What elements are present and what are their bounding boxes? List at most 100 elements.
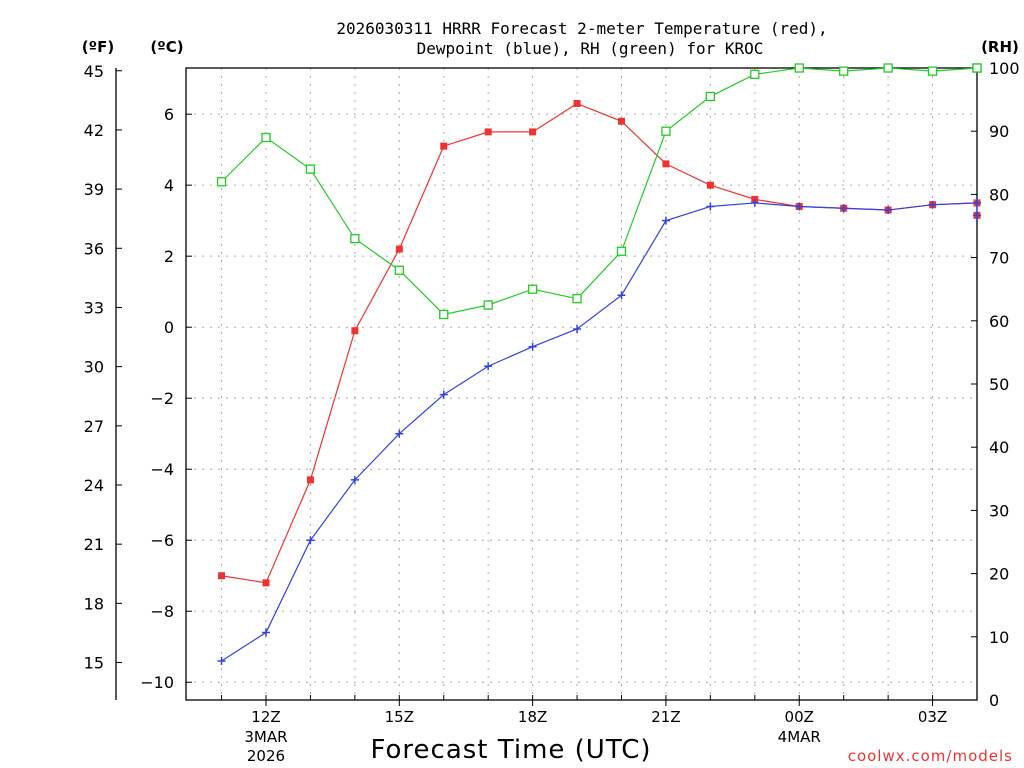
celsius-tick-label: 0 [164, 318, 174, 337]
temperature-point [484, 128, 492, 136]
chart-tick-labels: 1518212427303336394245−10−8−6−4−20246010… [84, 59, 1020, 765]
fahrenheit-tick-label: 36 [84, 239, 104, 258]
rh-tick-label: 0 [989, 691, 999, 710]
rh-tick-label: 90 [989, 122, 1009, 141]
celsius-tick-label: −4 [150, 460, 174, 479]
dewpoint-point [217, 656, 226, 665]
chart-series [216, 63, 982, 665]
dewpoint-point [839, 204, 848, 213]
fahrenheit-tick-label: 24 [84, 476, 104, 495]
rh-point [927, 66, 938, 76]
rh-tick-label: 100 [989, 59, 1020, 78]
rh-tick-label: 30 [989, 501, 1009, 520]
dewpoint-point [261, 628, 270, 637]
dewpoint-point [573, 324, 582, 333]
celsius-tick-label: −6 [150, 531, 174, 550]
dewpoint-point [706, 202, 715, 211]
x-tick-sublabel-date: 4MAR [778, 728, 821, 746]
temperature-point [617, 117, 625, 125]
unit-label-fahrenheit: (ºF) [82, 38, 114, 56]
dewpoint-point [484, 362, 493, 371]
fahrenheit-tick-label: 18 [84, 594, 104, 613]
rh-tick-label: 60 [989, 312, 1009, 331]
rh-point [794, 63, 804, 73]
dewpoint-point [973, 211, 981, 220]
x-axis-label: Forecast Time (UTC) [370, 735, 651, 765]
rh-tick-label: 80 [989, 185, 1009, 204]
celsius-tick-label: −2 [150, 389, 174, 408]
dewpoint-line [221, 202, 978, 662]
rh-tick-label: 50 [989, 375, 1009, 394]
rh-point [883, 63, 893, 73]
unit-label-celsius: (ºC) [150, 38, 183, 56]
rh-point [439, 309, 449, 320]
x-tick-label: 21Z [651, 708, 680, 726]
rh-point [616, 246, 627, 256]
fahrenheit-tick-label: 45 [84, 62, 104, 81]
temperature-point [395, 245, 403, 253]
rh-point [572, 294, 582, 304]
celsius-tick-label: −10 [140, 673, 174, 692]
x-tick-label: 12Z [251, 708, 280, 726]
dewpoint-point [528, 342, 537, 351]
dewpoint-point [350, 475, 359, 484]
rh-point [261, 132, 271, 143]
fahrenheit-tick-label: 15 [84, 654, 104, 673]
celsius-tick-label: −8 [150, 602, 174, 621]
temperature-point [662, 160, 670, 168]
rh-point [216, 177, 227, 187]
temperature-point [351, 327, 359, 335]
dewpoint-point [306, 536, 315, 545]
fahrenheit-tick-label: 39 [84, 180, 104, 199]
dewpoint-point [395, 429, 404, 438]
x-tick-label: 15Z [385, 708, 414, 726]
temperature-point [218, 572, 226, 580]
series-dewpoint [217, 198, 981, 665]
rh-point [705, 91, 716, 102]
rh-point [527, 284, 538, 294]
dewpoint-point [617, 291, 626, 300]
dewpoint-point [750, 198, 759, 207]
temperature-line [221, 102, 978, 584]
celsius-tick-label: 6 [164, 105, 174, 124]
series-rh [216, 63, 982, 320]
x-tick-sublabel-date: 3MAR [244, 728, 287, 746]
rh-point [483, 300, 493, 310]
rh-point [661, 126, 671, 136]
temperature-point [529, 128, 537, 136]
temperature-point [262, 579, 270, 587]
x-tick-label: 18Z [518, 708, 547, 726]
rh-tick-label: 10 [989, 628, 1009, 647]
x-tick-label: 03Z [918, 708, 947, 726]
rh-tick-label: 70 [989, 249, 1009, 268]
dewpoint-point [928, 200, 937, 209]
fahrenheit-tick-label: 21 [84, 535, 104, 554]
x-tick-label: 00Z [785, 708, 814, 726]
series-temperature [218, 100, 981, 587]
temperature-point [306, 476, 314, 484]
rh-point [972, 63, 982, 73]
x-tick-sublabel-year: 2026 [247, 747, 285, 765]
unit-label-rh: (RH) [981, 38, 1019, 56]
dewpoint-point [884, 206, 893, 215]
chart-grid [186, 68, 978, 700]
rh-tick-label: 20 [989, 565, 1009, 584]
rh-point [350, 233, 360, 244]
chart-title-line1: 2026030311 HRRR Forecast 2-meter Tempera… [336, 19, 827, 38]
temperature-point [440, 142, 448, 150]
dewpoint-point [439, 390, 448, 399]
dewpoint-point [795, 202, 804, 211]
rh-point [305, 164, 316, 174]
rh-line [221, 67, 978, 316]
chart-title-line2: Dewpoint (blue), RH (green) for KROC [417, 39, 764, 58]
fahrenheit-tick-label: 42 [84, 121, 104, 140]
dewpoint-point [973, 198, 981, 207]
fahrenheit-tick-label: 33 [84, 298, 104, 317]
temperature-point [706, 181, 714, 189]
temperature-point [573, 100, 581, 108]
celsius-tick-label: 4 [164, 176, 174, 195]
plot-frame [185, 67, 978, 701]
chart-axes [115, 67, 978, 706]
rh-point [394, 265, 404, 275]
